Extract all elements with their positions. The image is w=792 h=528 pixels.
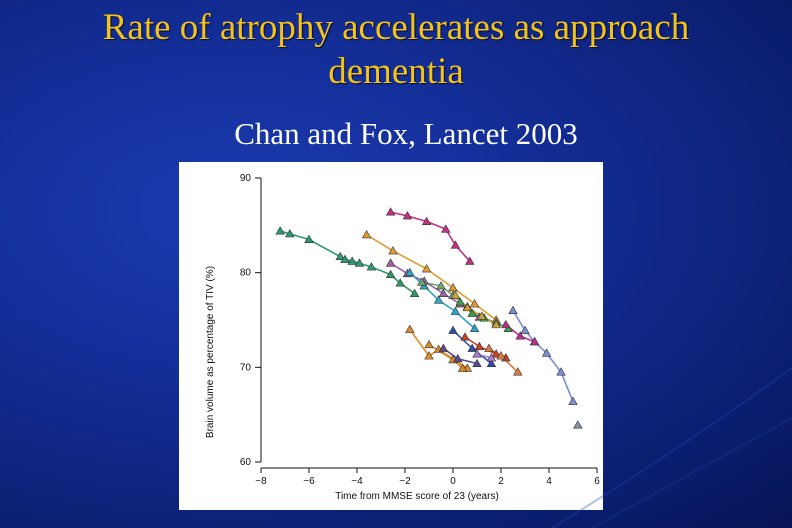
- data-point-s11-3: [529, 336, 540, 346]
- data-point-s1-1: [275, 226, 285, 235]
- series-line-9: [512, 310, 574, 402]
- data-point-s14-3: [472, 358, 482, 367]
- data-point-s6-2: [436, 281, 446, 290]
- y-tick-label: 90: [240, 173, 252, 184]
- y-tick-label: 70: [240, 362, 252, 373]
- data-point-s8-3: [477, 311, 487, 320]
- series-points: [275, 207, 583, 429]
- y-tick-label: 60: [240, 457, 252, 468]
- data-point-s3-3: [421, 264, 432, 273]
- x-tick-label: −6: [303, 476, 315, 487]
- data-point-s2-6: [465, 256, 475, 265]
- data-point-s1-5: [340, 254, 350, 263]
- data-point-s1-8: [366, 262, 377, 271]
- x-tick-label: 6: [594, 476, 600, 487]
- data-point-s1-2: [285, 229, 295, 238]
- data-point-s12-1: [405, 324, 415, 333]
- data-point-s7-1: [455, 297, 465, 306]
- x-tick-label: 4: [546, 476, 552, 487]
- atrophy-chart: 60 70 80 90 −8 −6 −4 −2 0 2 4 6 Brain volume as per…: [205, 173, 600, 502]
- chart-panel: 60 70 80 90 −8 −6 −4 −2 0 2 4 6 Brain volume as per…: [179, 162, 603, 510]
- data-point-s7-2: [467, 308, 477, 317]
- slide-subtitle: Chan and Fox, Lancet 2003: [234, 116, 578, 151]
- data-point-s10-1: [573, 420, 583, 429]
- x-tick-label: −4: [351, 476, 363, 487]
- data-point-s9-1: [508, 305, 518, 314]
- data-point-s11-2: [515, 331, 525, 340]
- data-point-s2-4: [441, 224, 451, 233]
- y-axis-label: Brain volume as percentage of TIV (%): [205, 266, 216, 438]
- data-point-s5-3: [433, 295, 444, 304]
- data-point-s15-3: [491, 349, 501, 358]
- data-point-s4-4: [438, 288, 449, 297]
- decorative-arc: [551, 367, 792, 528]
- data-point-s2-1: [385, 207, 396, 216]
- data-point-s13-3: [457, 363, 468, 372]
- data-point-s1-10: [395, 278, 405, 287]
- data-point-s18-2: [486, 353, 497, 362]
- data-point-s16-3: [486, 358, 497, 367]
- data-point-s3-5: [469, 299, 480, 308]
- data-point-s2-3: [421, 216, 432, 225]
- slide-title: Rate of atrophy accelerates as approach …: [0, 6, 792, 94]
- x-tick-label: −8: [255, 476, 267, 487]
- data-point-s18-1: [472, 349, 482, 358]
- data-point-s5-5: [469, 323, 480, 332]
- data-point-s1-9: [385, 269, 396, 279]
- data-point-s8-2: [462, 302, 473, 312]
- data-point-s16-2: [467, 343, 477, 352]
- data-point-s3-1: [361, 229, 372, 239]
- y-tick-label: 80: [240, 268, 252, 279]
- slide-title-line-2: dementia: [328, 51, 464, 92]
- data-point-s13-1: [424, 339, 434, 349]
- data-point-s15-2: [474, 341, 485, 350]
- data-point-s9-2: [520, 325, 530, 334]
- x-tick-label: 2: [498, 476, 504, 487]
- data-point-s6-1: [417, 277, 427, 286]
- series-lines: [279, 211, 574, 402]
- data-point-s4-1: [385, 258, 396, 267]
- slide-title-line-1: Rate of atrophy accelerates as approach: [102, 7, 690, 48]
- data-point-s12-2: [424, 351, 434, 360]
- data-point-s9-5: [556, 367, 566, 376]
- data-point-s1-7: [354, 258, 365, 267]
- data-point-s2-5: [450, 240, 461, 249]
- data-point-s1-4: [335, 251, 345, 261]
- data-point-s1-3: [304, 234, 314, 243]
- data-point-s11-1: [501, 319, 511, 329]
- data-point-s3-2: [388, 246, 398, 255]
- data-point-s5-1: [405, 267, 415, 277]
- data-point-s8-4: [491, 319, 501, 329]
- x-axis-label: Time from MMSE score of 23 (years): [335, 491, 499, 502]
- data-point-s1-6: [347, 256, 357, 265]
- series-line-2: [390, 211, 471, 262]
- data-point-s14-2: [453, 354, 463, 363]
- data-point-s15-1: [460, 332, 470, 341]
- data-point-s17-1: [484, 343, 494, 352]
- chart-axes: 60 70 80 90 −8 −6 −4 −2 0 2 4 6: [240, 173, 600, 487]
- data-point-s17-3: [513, 367, 523, 376]
- data-point-s16-1: [448, 325, 458, 334]
- data-point-s9-6: [568, 396, 578, 405]
- data-point-s17-2: [496, 351, 506, 360]
- series-line-5: [409, 272, 476, 330]
- data-point-s5-4: [450, 306, 461, 315]
- data-point-s2-2: [402, 211, 413, 220]
- data-point-s9-4: [541, 348, 552, 357]
- x-tick-label: −2: [399, 476, 411, 487]
- data-point-s14-1: [438, 343, 449, 352]
- data-point-s8-1: [450, 290, 461, 299]
- x-tick-label: 0: [450, 476, 456, 487]
- data-point-s1-11: [409, 288, 420, 297]
